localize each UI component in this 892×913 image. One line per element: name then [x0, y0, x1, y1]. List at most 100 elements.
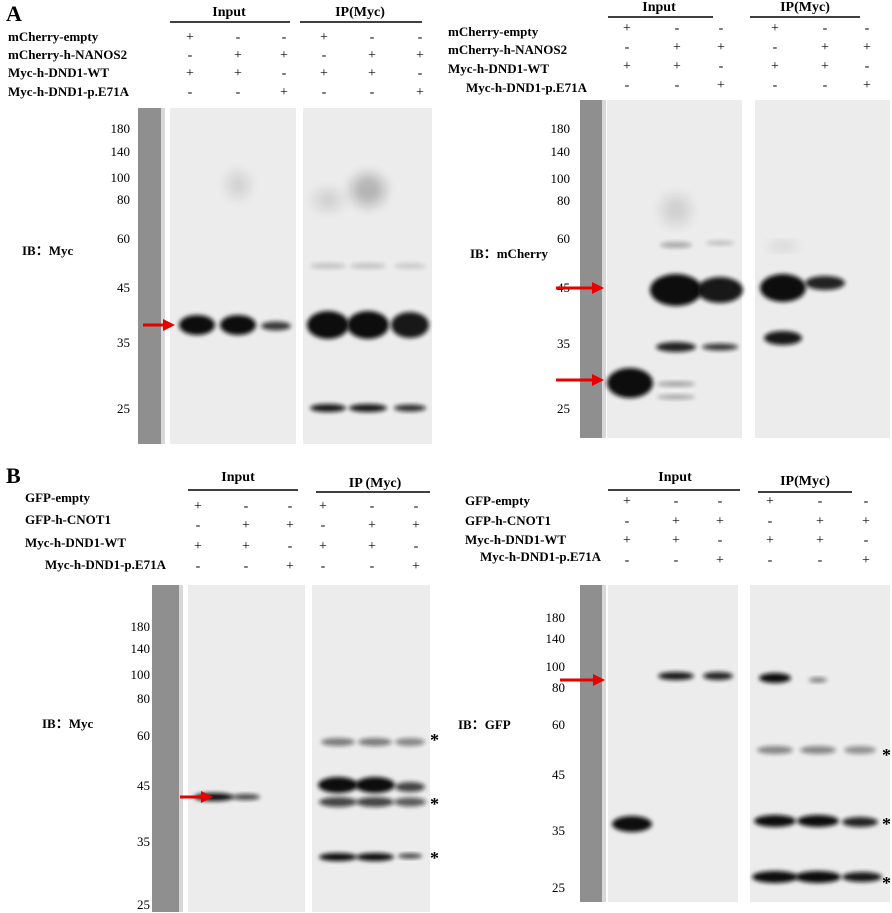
blot-band: [754, 815, 796, 827]
mw-marker: 35: [117, 335, 130, 350]
blot-band: [800, 746, 836, 754]
blot-membrane: [303, 108, 432, 444]
blot-band: [313, 190, 343, 210]
group-header: Input: [221, 470, 255, 485]
blot-band: [358, 738, 392, 746]
lane-sign: -: [823, 78, 828, 93]
mw-marker: 80: [117, 192, 130, 207]
mw-marker: 140: [111, 144, 131, 159]
blot-band: [319, 853, 357, 861]
lane-sign: +: [319, 499, 327, 514]
lane-sign: +: [717, 78, 725, 93]
lane-sign: -: [288, 539, 293, 554]
blot-band: [706, 240, 734, 246]
lane-sign: -: [282, 30, 287, 45]
lane-sign: -: [196, 518, 201, 533]
arrow-head: [593, 674, 605, 686]
ib-label: IB：mCherry: [470, 246, 548, 261]
lane-sign: -: [370, 85, 375, 100]
mw-marker: 80: [137, 691, 150, 706]
lane-sign: -: [823, 21, 828, 36]
lane-sign: +: [416, 85, 424, 100]
lane-sign: -: [719, 59, 724, 74]
lane-sign: -: [244, 559, 249, 574]
blot-band: [844, 746, 876, 754]
mw-marker: 35: [552, 823, 565, 838]
asterisk: *: [882, 814, 891, 834]
lane-sign: -: [865, 59, 870, 74]
blot-band: [657, 381, 695, 387]
mw-marker: 25: [137, 897, 150, 912]
panel-label: B: [6, 463, 21, 488]
lane-sign: +: [716, 553, 724, 568]
lane-sign: +: [412, 559, 420, 574]
lane-sign: -: [865, 21, 870, 36]
lane-sign: +: [194, 539, 202, 554]
blot-band: [612, 816, 652, 832]
ladder-lane-edge: [179, 585, 183, 912]
lane-sign: -: [236, 30, 241, 45]
blot-band: [658, 672, 694, 680]
lane-sign: -: [370, 559, 375, 574]
ib-label: IB：Myc: [22, 243, 74, 258]
lane-sign: -: [418, 66, 423, 81]
blot-band: [319, 797, 357, 807]
lane-sign: +: [821, 59, 829, 74]
lane-sign: -: [244, 499, 249, 514]
mw-marker: 140: [551, 144, 571, 159]
ladder-lane: [580, 585, 606, 902]
lane-sign: +: [673, 59, 681, 74]
mw-marker: 100: [111, 170, 131, 185]
lane-sign: -: [625, 514, 630, 529]
blot-band: [607, 368, 653, 398]
mw-marker: 45: [117, 280, 130, 295]
blot-band: [349, 404, 387, 412]
mw-marker: 180: [131, 619, 151, 634]
construct-label: Myc-h-DND1-WT: [465, 532, 566, 547]
blot-band: [752, 871, 798, 883]
blot-band: [795, 871, 841, 883]
construct-label: GFP-h-CNOT1: [465, 513, 551, 528]
lane-sign: +: [416, 48, 424, 63]
mw-marker: 25: [117, 401, 130, 416]
blot-band: [759, 673, 791, 683]
lane-sign: +: [672, 514, 680, 529]
blot-band: [842, 817, 878, 827]
blot-band: [661, 195, 691, 225]
lane-sign: +: [412, 518, 420, 533]
lane-sign: +: [368, 66, 376, 81]
lane-sign: -: [718, 494, 723, 509]
lane-sign: -: [418, 30, 423, 45]
lane-sign: +: [623, 494, 631, 509]
construct-label: Myc-h-DND1-p.E71A: [8, 84, 130, 99]
group-header: IP(Myc): [335, 5, 385, 20]
blot-band: [842, 872, 882, 882]
blot-band: [395, 738, 425, 746]
lane-sign: -: [718, 533, 723, 548]
construct-label: Myc-h-DND1-p.E71A: [45, 557, 167, 572]
construct-label: GFP-empty: [25, 490, 90, 505]
lane-sign: +: [672, 533, 680, 548]
blot-band: [350, 263, 386, 269]
lane-sign: -: [773, 78, 778, 93]
blot-band: [351, 174, 385, 206]
group-header: IP(Myc): [780, 474, 830, 489]
arrow-head: [163, 319, 175, 331]
ladder-lane-edge: [161, 108, 165, 444]
mw-marker: 100: [546, 659, 566, 674]
lane-sign: +: [862, 514, 870, 529]
mw-marker: 25: [552, 880, 565, 895]
lane-sign: +: [320, 30, 328, 45]
mw-marker: 180: [111, 121, 131, 136]
asterisk: *: [430, 848, 439, 868]
lane-sign: -: [818, 553, 823, 568]
mw-marker: 80: [557, 193, 570, 208]
lane-sign: -: [674, 553, 679, 568]
lane-sign: +: [816, 533, 824, 548]
lane-sign: -: [196, 559, 201, 574]
lane-sign: -: [625, 78, 630, 93]
arrow-head: [201, 791, 213, 803]
lane-sign: +: [242, 518, 250, 533]
blot-band: [179, 315, 215, 335]
